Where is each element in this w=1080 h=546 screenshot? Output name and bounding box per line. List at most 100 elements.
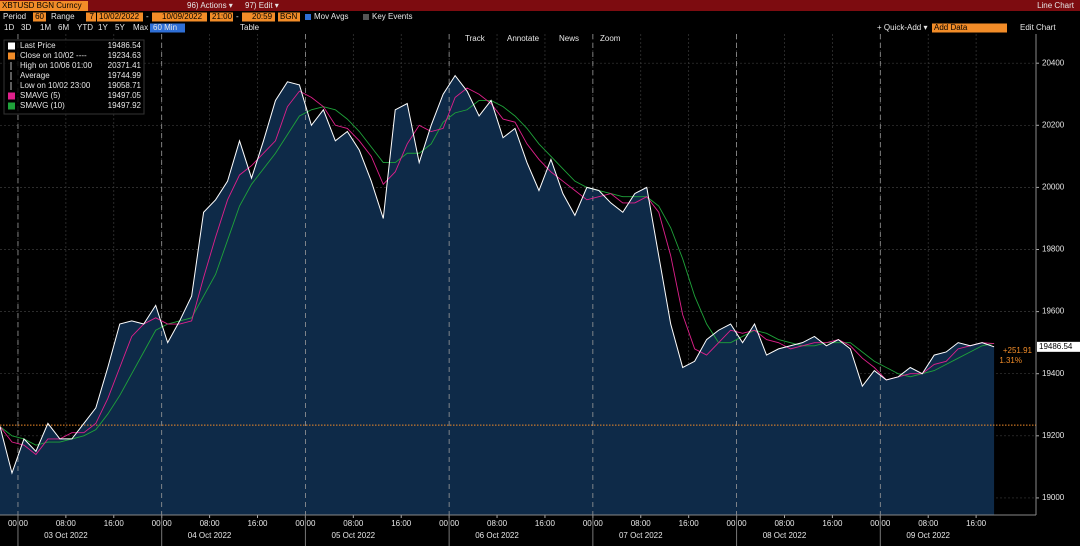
add-data[interactable]: Add Data xyxy=(934,23,968,32)
edit-menu[interactable]: 97) Edit ▾ xyxy=(245,1,279,10)
key-events[interactable]: Key Events xyxy=(372,12,412,21)
legend-value: 20371.41 xyxy=(108,61,142,70)
last-price-label: 19486.54 xyxy=(1039,342,1073,351)
time-start[interactable]: 21:00 xyxy=(212,12,233,21)
ticker-box[interactable] xyxy=(0,1,88,11)
x-tick-label: 16:00 xyxy=(104,519,125,528)
x-tick-label: 08:00 xyxy=(200,519,221,528)
range-label: Range xyxy=(51,12,75,21)
chart-tool[interactable]: Annotate xyxy=(507,34,540,43)
end-date[interactable]: 10/09/2022 xyxy=(162,12,203,21)
x-tick-label: 16:00 xyxy=(679,519,700,528)
legend-label: Close on 10/02 ---- xyxy=(20,51,87,60)
interval-box[interactable] xyxy=(150,23,185,33)
x-tick-label: 08:00 xyxy=(631,519,652,528)
range-button[interactable]: 1Y xyxy=(98,23,108,32)
x-day-label: 09 Oct 2022 xyxy=(906,531,950,540)
x-day-label: 08 Oct 2022 xyxy=(763,531,807,540)
input[interactable] xyxy=(278,12,300,22)
ticker[interactable]: XBTUSD BGN Curncy xyxy=(2,1,82,10)
y-tick-label: 19400 xyxy=(1042,369,1065,378)
y-tick-label: 20400 xyxy=(1042,58,1065,67)
change-pct-label: 1.31% xyxy=(999,356,1022,365)
y-tick-label: 20000 xyxy=(1042,183,1065,192)
legend-value: 19744.99 xyxy=(108,71,142,80)
x-day-label: 05 Oct 2022 xyxy=(332,531,376,540)
series-line xyxy=(0,74,995,475)
x-tick-label: 08:00 xyxy=(56,519,77,528)
series-line xyxy=(0,87,995,456)
legend-label: Average xyxy=(20,71,50,80)
legend-value: 19497.92 xyxy=(108,101,142,110)
dash: - xyxy=(146,12,149,21)
range-button[interactable]: 6M xyxy=(58,23,69,32)
view-name: Line Chart xyxy=(1037,1,1075,10)
legend-swatch xyxy=(8,42,15,50)
chart-tool[interactable]: Track xyxy=(465,34,486,43)
range-button[interactable]: 1M xyxy=(40,23,51,32)
title-bar xyxy=(0,0,1080,11)
range[interactable]: 7 xyxy=(90,12,95,21)
range-button[interactable]: 3D xyxy=(21,23,31,32)
period-label: Period xyxy=(3,12,26,21)
x-day-label: 04 Oct 2022 xyxy=(188,531,232,540)
chart-tool[interactable]: News xyxy=(559,34,579,43)
change-label: +251.91 xyxy=(1003,346,1033,355)
y-tick-label: 19000 xyxy=(1042,493,1065,502)
checkbox[interactable] xyxy=(363,14,369,20)
mov-avgs[interactable]: Mov Avgs xyxy=(314,12,349,21)
input[interactable] xyxy=(86,12,96,22)
input[interactable] xyxy=(33,12,46,22)
series-line xyxy=(0,100,995,446)
input[interactable] xyxy=(152,12,207,22)
add-data-box[interactable] xyxy=(932,23,1007,33)
range-button[interactable]: Max xyxy=(133,23,148,32)
edit-chart[interactable]: Edit Chart xyxy=(1020,23,1056,32)
legend-label: Last Price xyxy=(20,41,56,50)
x-tick-label: 08:00 xyxy=(343,519,364,528)
x-day-label: 06 Oct 2022 xyxy=(475,531,519,540)
input[interactable] xyxy=(242,12,275,22)
x-tick-label: 16:00 xyxy=(391,519,412,528)
x-tick-label: 08:00 xyxy=(487,519,508,528)
legend-value: 19497.05 xyxy=(108,91,142,100)
input[interactable] xyxy=(97,12,143,22)
x-tick-label: 16:00 xyxy=(535,519,556,528)
legend-value: 19234.63 xyxy=(108,51,142,60)
x-tick-label: 16:00 xyxy=(966,519,987,528)
range-button[interactable]: 5Y xyxy=(115,23,125,32)
x-tick-label: 16:00 xyxy=(822,519,843,528)
y-tick-label: 19200 xyxy=(1042,431,1065,440)
legend-value: 19486.54 xyxy=(108,41,142,50)
x-tick-label: 08:00 xyxy=(774,519,795,528)
legend-label: SMAVG (10) xyxy=(20,101,65,110)
time-end[interactable]: 20:59 xyxy=(252,12,273,21)
legend-label: High on 10/06 01:00 xyxy=(20,61,93,70)
source[interactable]: BGN xyxy=(280,12,298,21)
last-price-box xyxy=(1037,341,1080,352)
table-button[interactable]: Table xyxy=(240,23,260,32)
dash: - xyxy=(236,12,239,21)
checkbox[interactable] xyxy=(305,14,311,20)
legend-swatch xyxy=(8,52,15,60)
range-button[interactable]: YTD xyxy=(77,23,93,32)
input[interactable] xyxy=(210,12,233,22)
x-tick-label: 08:00 xyxy=(918,519,939,528)
start-date[interactable]: 10/02/2022 xyxy=(99,12,140,21)
actions-menu[interactable]: 96) Actions ▾ xyxy=(187,1,233,10)
y-tick-label: 19800 xyxy=(1042,245,1065,254)
legend-label: Low on 10/02 23:00 xyxy=(20,81,91,90)
legend-value: 19058.71 xyxy=(108,81,142,90)
period[interactable]: 60 xyxy=(35,12,44,21)
legend-swatch xyxy=(8,102,15,110)
y-tick-label: 20200 xyxy=(1042,120,1065,129)
legend-box xyxy=(3,39,145,115)
range-button[interactable]: 1D xyxy=(4,23,14,32)
interval[interactable]: 60 Min xyxy=(153,23,177,32)
chart-tool[interactable]: Zoom xyxy=(600,34,621,43)
quick-add[interactable]: + Quick-Add ▾ xyxy=(877,23,927,32)
x-day-label: 07 Oct 2022 xyxy=(619,531,663,540)
x-tick-label: 16:00 xyxy=(247,519,268,528)
price-area xyxy=(0,75,995,515)
